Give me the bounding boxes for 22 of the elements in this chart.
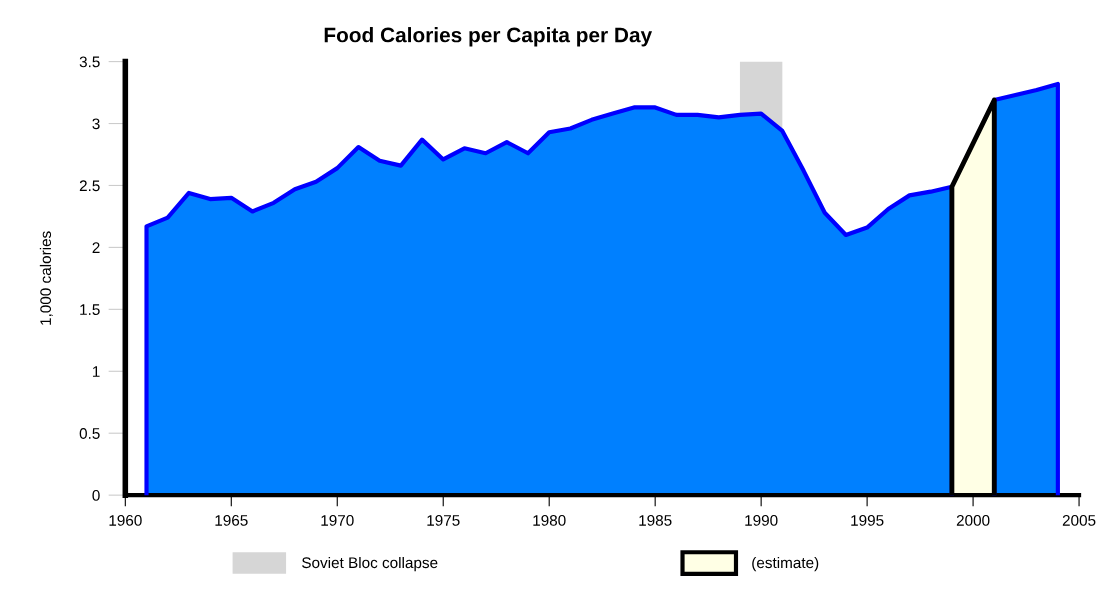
y-tick-label: 3 xyxy=(92,118,100,130)
y-tick-label: 0.5 xyxy=(79,428,100,439)
y-tick-label: 3.5 xyxy=(79,56,100,68)
y-axis-title: 1,000 calories xyxy=(39,231,53,325)
x-tick-label: 1985 xyxy=(639,514,672,526)
x-tick-label: 2005 xyxy=(1062,514,1096,526)
y-tick-label: 2.5 xyxy=(79,180,100,192)
x-tick-label: 2000 xyxy=(956,514,990,526)
x-tick-label: 1965 xyxy=(215,514,248,526)
x-tick-label: 1970 xyxy=(321,514,354,526)
x-tick-label: 1960 xyxy=(109,514,142,526)
y-tick-label: 0 xyxy=(92,490,100,501)
x-tick-label: 1980 xyxy=(533,514,566,526)
y-tick-label: 1 xyxy=(92,366,100,377)
legend-label: (estimate) xyxy=(752,556,819,572)
x-tick-label: 1995 xyxy=(851,514,884,526)
chart-title: Food Calories per Capita per Day xyxy=(324,27,653,47)
y-tick-label: 1.5 xyxy=(80,304,100,316)
x-tick-label: 1975 xyxy=(427,514,460,526)
y-tick-label: 2 xyxy=(92,242,100,253)
legend-label: Soviet Bloc collapse xyxy=(302,556,438,572)
x-tick-label: 1990 xyxy=(745,514,778,526)
